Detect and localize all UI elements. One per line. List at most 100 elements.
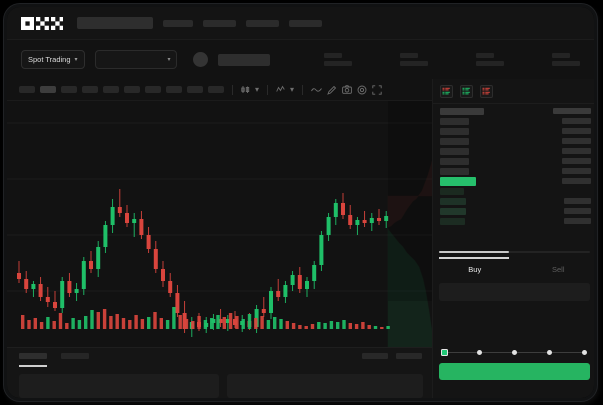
orderbook-ask-row-1[interactable] — [433, 106, 594, 116]
bottom-tab-open-orders[interactable] — [19, 353, 47, 359]
orderbook-bid-row-2[interactable] — [433, 196, 594, 206]
orderbook-mode-both-icon[interactable] — [440, 85, 453, 98]
timeframe-button-1[interactable] — [19, 86, 35, 93]
percent-slider-node-25[interactable] — [477, 349, 482, 355]
orderbook-amount-cell — [562, 168, 591, 174]
spot-trading-label: Spot Trading — [28, 55, 71, 64]
order-book[interactable] — [433, 106, 594, 254]
timeframe-button-2[interactable] — [40, 86, 56, 93]
orderbook-ask-row-5[interactable] — [433, 146, 594, 156]
timeframe-button-3[interactable] — [61, 86, 77, 93]
percent-slider-node-75[interactable] — [547, 349, 552, 355]
top-navigation-bar — [7, 7, 594, 40]
orderbook-price-cell — [440, 147, 469, 155]
orderbook-mode-asks-icon[interactable] — [480, 85, 493, 98]
orderbook-amount-cell — [564, 208, 591, 214]
timeframe-button-6[interactable] — [124, 86, 140, 93]
chevron-down-icon[interactable]: ▾ — [255, 84, 260, 94]
toolbar-divider — [232, 84, 233, 95]
orderbook-amount-cell — [564, 218, 591, 224]
orderbook-last-price-row[interactable] — [433, 176, 594, 186]
percent-slider-handle[interactable] — [441, 348, 448, 356]
place-buy-order-button[interactable] — [439, 363, 590, 380]
orderbook-ask-row-6[interactable] — [433, 156, 594, 166]
pair-name-label — [217, 53, 270, 66]
orders-actions — [362, 353, 422, 359]
orderbook-amount-cell — [562, 118, 591, 124]
orderbook-bid-row-3[interactable] — [433, 206, 594, 216]
orderbook-bid-row-1[interactable] — [433, 186, 594, 196]
bottom-card-1[interactable] — [19, 374, 219, 398]
orderbook-scrollbar-thumb[interactable] — [439, 251, 509, 253]
fullscreen-icon[interactable] — [372, 84, 382, 95]
chevron-down-icon[interactable]: ▾ — [290, 84, 295, 94]
stat-24h-high — [476, 53, 504, 66]
orderbook-trade-panel: Buy Sell — [432, 79, 594, 398]
candlestick-chart-icon[interactable] — [241, 85, 250, 94]
percent-slider[interactable] — [441, 347, 589, 357]
orderbook-amount-cell — [562, 178, 591, 184]
nav-item-4[interactable] — [289, 19, 322, 27]
indicators-icon[interactable] — [276, 85, 285, 94]
orderbook-amount-cell — [562, 128, 591, 134]
token-avatar-icon — [192, 52, 208, 67]
device-screen: Spot Trading ▾ ▾ — [7, 7, 594, 398]
orderbook-mode-bids-icon[interactable] — [460, 85, 473, 98]
device-frame: Spot Trading ▾ ▾ — [4, 4, 597, 401]
percent-slider-node-50[interactable] — [512, 349, 517, 355]
tab-sell[interactable]: Sell — [551, 264, 565, 274]
stat-24h-change — [400, 53, 428, 66]
spot-trading-dropdown[interactable]: Spot Trading ▾ — [21, 50, 85, 69]
timeframe-button-9[interactable] — [187, 86, 203, 93]
orderbook-bid-row-4[interactable] — [433, 216, 594, 226]
orderbook-amount-cell — [562, 158, 591, 164]
orderbook-price-cell — [440, 127, 469, 135]
orderbook-ask-row-7[interactable] — [433, 166, 594, 176]
toolbar-divider — [267, 84, 269, 95]
orderbook-price-cell — [440, 137, 469, 145]
stat-24h-low — [552, 53, 580, 66]
buy-sell-tabs: Buy Sell — [433, 257, 594, 281]
tab-buy[interactable]: Buy — [468, 264, 482, 274]
orders-tabs — [19, 353, 89, 359]
bottom-action-1[interactable] — [362, 353, 388, 359]
percent-slider-node-100[interactable] — [582, 349, 587, 355]
search-input[interactable] — [77, 17, 153, 29]
bottom-action-2[interactable] — [396, 353, 422, 359]
orderbook-price-cell — [440, 187, 464, 195]
timeframe-button-8[interactable] — [166, 86, 182, 93]
orders-panel — [7, 347, 432, 398]
active-tab-indicator — [439, 257, 509, 259]
pair-header-bar: Spot Trading ▾ ▾ — [7, 40, 594, 79]
bottom-card-2[interactable] — [227, 374, 423, 398]
pencil-draw-icon[interactable] — [327, 85, 337, 95]
orderbook-ask-row-3[interactable] — [433, 126, 594, 136]
timeframe-button-10[interactable] — [208, 86, 224, 93]
timeframe-button-5[interactable] — [103, 86, 119, 93]
candlestick-chart[interactable] — [7, 101, 432, 347]
order-total-field[interactable] — [439, 283, 590, 301]
bottom-tab-order-history[interactable] — [61, 353, 89, 359]
nav-item-2[interactable] — [203, 19, 236, 27]
orderbook-price-cell — [440, 207, 466, 215]
orderbook-price-cell — [440, 176, 476, 186]
toolbar-divider — [302, 84, 304, 95]
nav-item-1[interactable] — [163, 19, 193, 27]
timeframe-button-4[interactable] — [82, 86, 98, 93]
orderbook-price-cell — [440, 167, 469, 175]
timeframe-button-7[interactable] — [145, 86, 161, 93]
orderbook-price-cell — [440, 117, 469, 125]
orderbook-ask-row-2[interactable] — [433, 116, 594, 126]
orderbook-scrollbar[interactable] — [439, 251, 590, 253]
chevron-down-icon: ▾ — [167, 57, 171, 63]
orderbook-ask-row-4[interactable] — [433, 136, 594, 146]
orderbook-price-cell — [440, 197, 466, 205]
settings-gear-icon[interactable] — [357, 85, 367, 95]
okx-logo-icon[interactable] — [21, 16, 63, 30]
chart-toolbar: ▾ ▾ — [7, 79, 432, 101]
line-chart-icon[interactable] — [311, 85, 322, 94]
camera-snapshot-icon[interactable] — [342, 85, 352, 94]
pair-select-dropdown[interactable]: ▾ — [94, 50, 177, 69]
nav-item-3[interactable] — [246, 19, 279, 27]
orderbook-mode-switcher — [433, 79, 594, 104]
